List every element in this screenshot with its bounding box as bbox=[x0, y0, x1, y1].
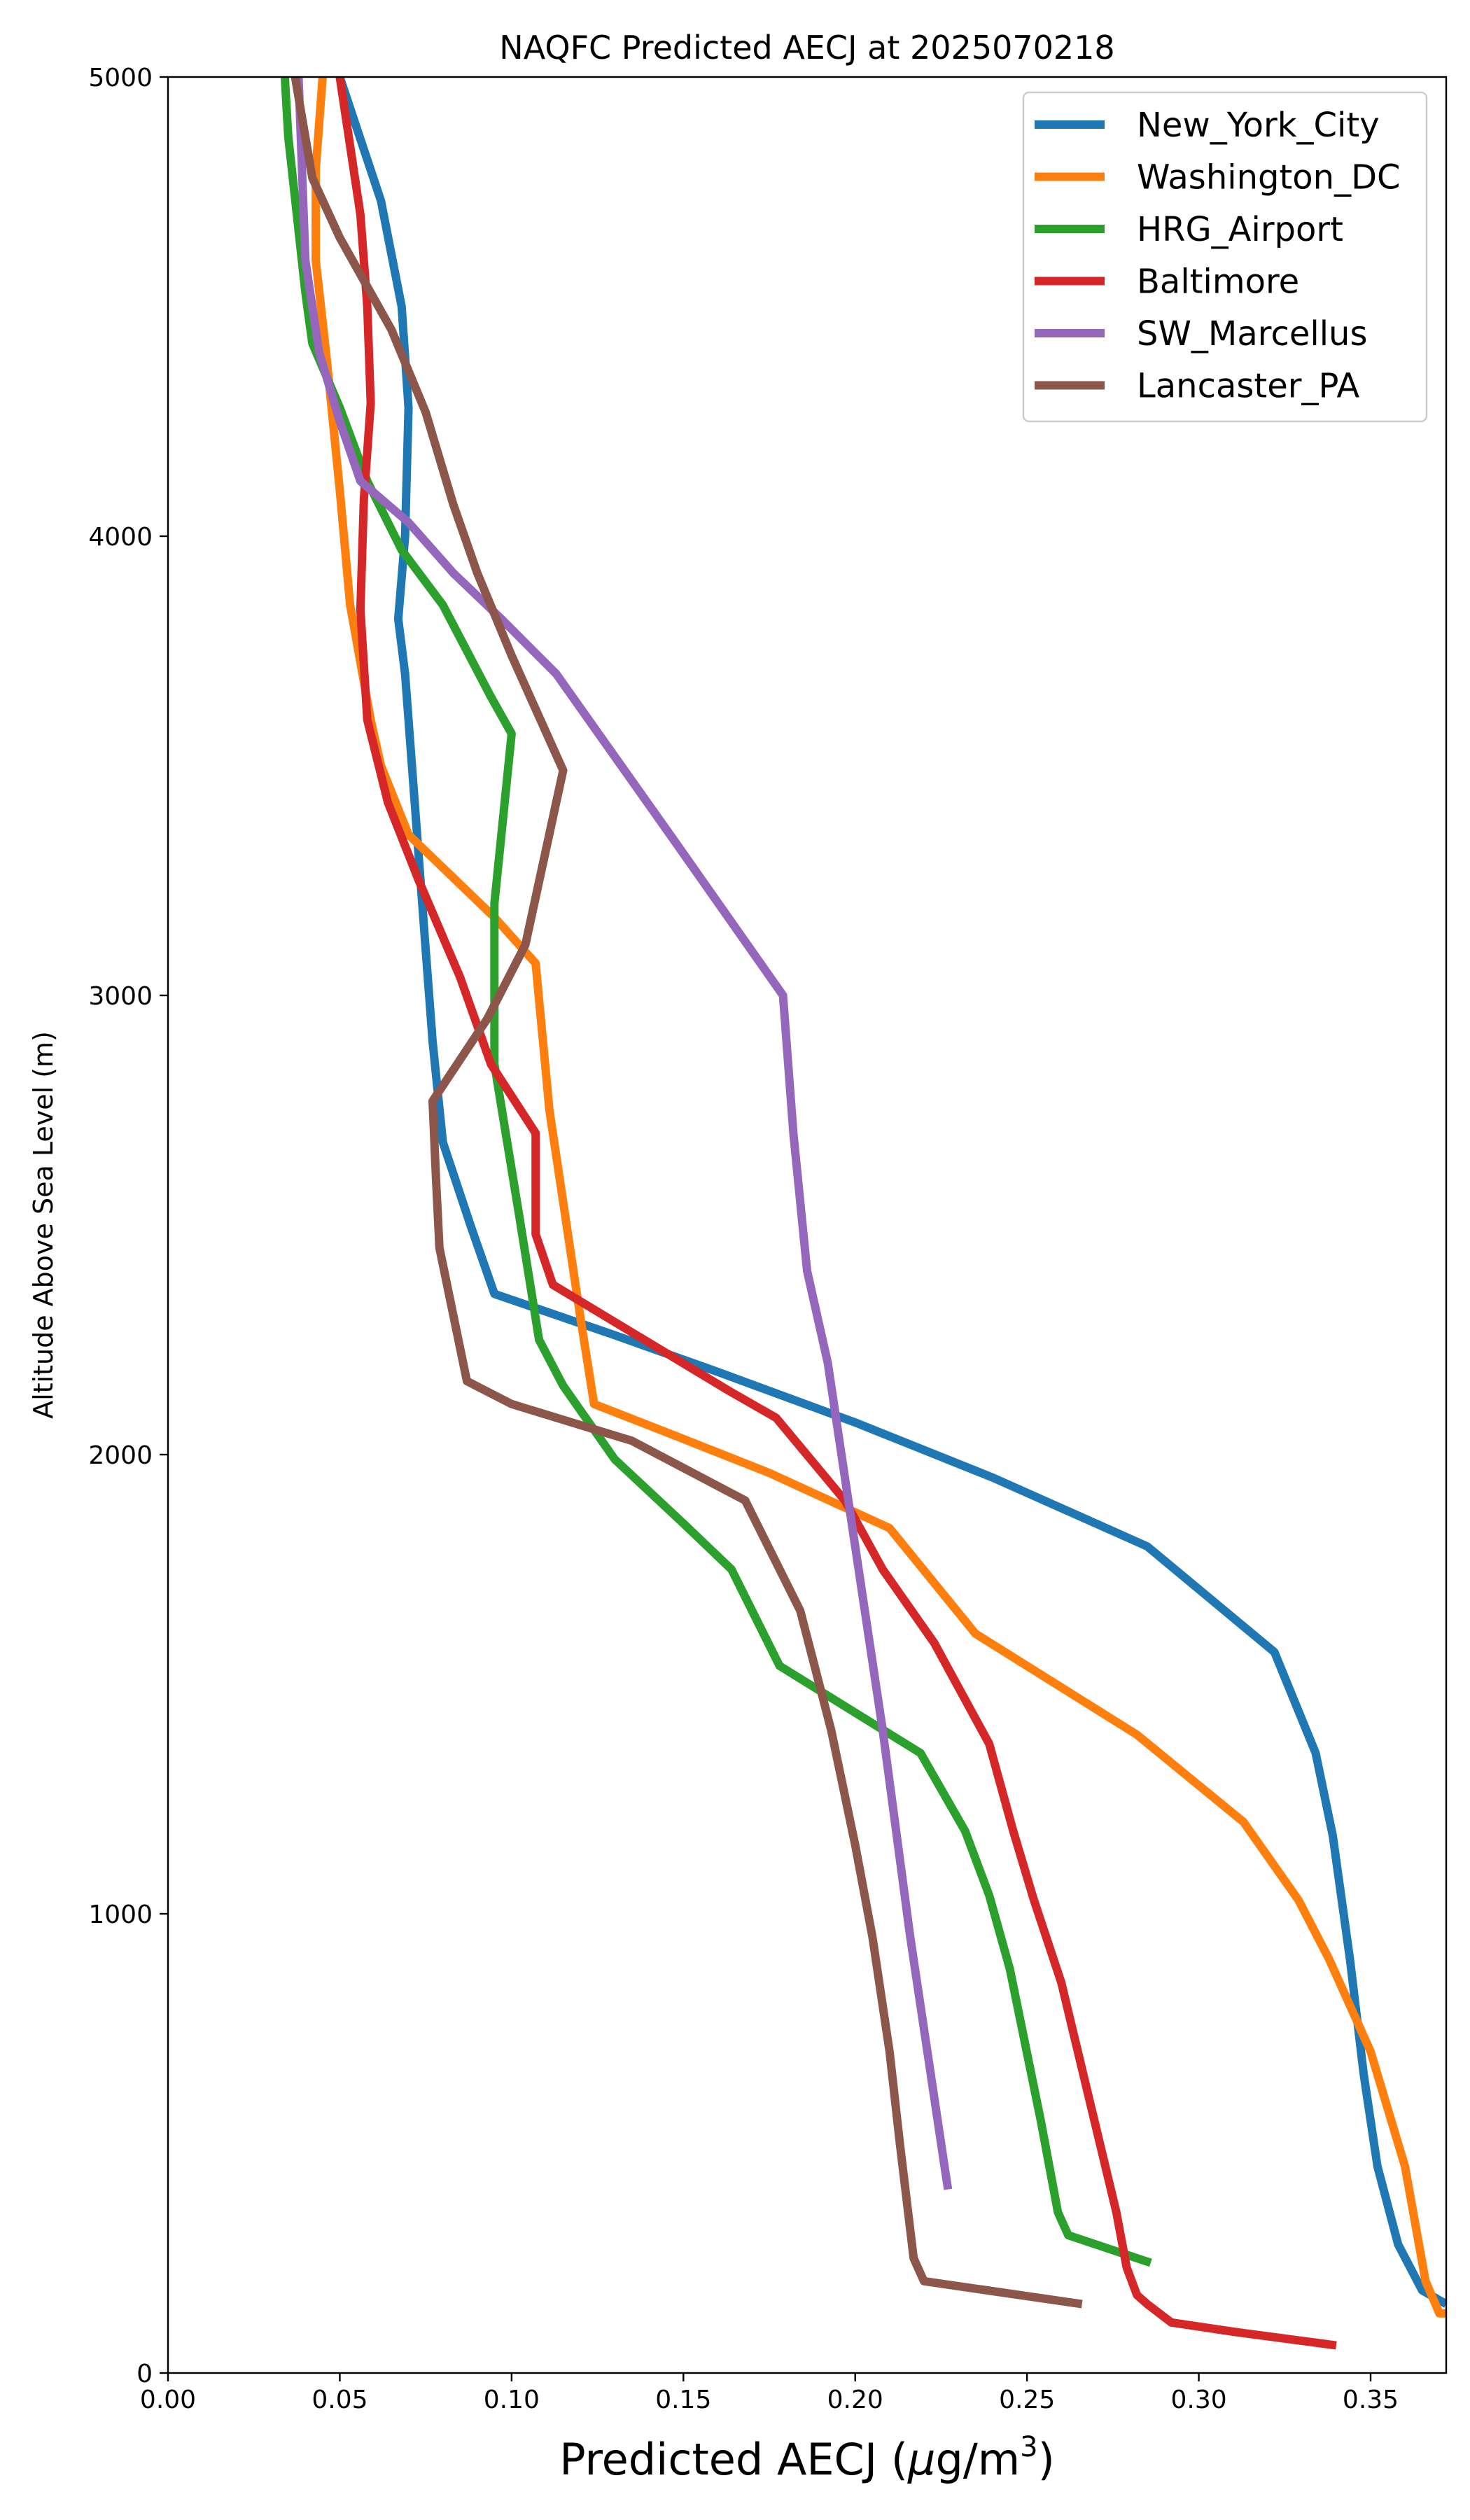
x-axis-label-mu: μ bbox=[907, 2434, 935, 2485]
series-line-hrg-airport bbox=[280, 77, 1152, 2267]
series-line-washington-dc bbox=[312, 77, 1446, 2318]
x-tick-label: 0.05 bbox=[312, 2386, 368, 2414]
x-axis: 0.00 0.05 0.10 0.15 0.20 0.25 0.30 0.35 bbox=[140, 2373, 1399, 2414]
y-axis: 0 1000 2000 3000 4000 5000 bbox=[88, 64, 168, 2388]
x-axis-label-superscript: 3 bbox=[1020, 2431, 1037, 2463]
plot-area bbox=[280, 77, 1446, 2350]
legend-label: SW_Marcellus bbox=[1137, 314, 1367, 354]
chart-title: NAQFC Predicted AECJ at 2025070218 bbox=[499, 29, 1114, 66]
legend-label: Baltimore bbox=[1137, 262, 1299, 302]
series-layer bbox=[280, 77, 1446, 2350]
series-line-sw-marcellus bbox=[294, 77, 953, 2190]
legend-label: HRG_Airport bbox=[1137, 210, 1343, 249]
plot-frame bbox=[167, 76, 1448, 2374]
x-tick-label: 0.15 bbox=[655, 2386, 711, 2414]
series-line-baltimore bbox=[335, 77, 1337, 2350]
y-tick-label: 5000 bbox=[88, 64, 153, 92]
legend-box bbox=[1022, 91, 1428, 423]
y-tick-label: 4000 bbox=[88, 523, 153, 552]
y-tick-label: 2000 bbox=[88, 1441, 153, 1470]
legend: New_York_City Washington_DC HRG_Airport Bal… bbox=[1022, 91, 1428, 423]
x-tick-label: 0.35 bbox=[1343, 2386, 1399, 2414]
legend-label: Lancaster_PA bbox=[1137, 367, 1359, 406]
x-axis-label: Predicted AECJ (μg/m3) bbox=[559, 2431, 1055, 2485]
x-tick-label: 0.30 bbox=[1171, 2386, 1227, 2414]
x-tick-label: 0.10 bbox=[484, 2386, 540, 2414]
x-tick-label: 0.20 bbox=[827, 2386, 883, 2414]
y-axis-label: Altitude Above Sea Level (m) bbox=[28, 1031, 59, 1419]
x-axis-label-main: Predicted AECJ ( bbox=[559, 2434, 908, 2485]
x-tick-label: 0.25 bbox=[999, 2386, 1055, 2414]
x-axis-label-close: ) bbox=[1038, 2434, 1055, 2485]
y-tick-label: 1000 bbox=[88, 1900, 153, 1929]
series-line-lancaster-pa bbox=[290, 77, 1083, 2309]
x-axis-label-unit: g/m bbox=[935, 2434, 1020, 2485]
legend-label: Washington_DC bbox=[1137, 158, 1401, 197]
y-tick-label: 3000 bbox=[88, 982, 153, 1011]
legend-label: New_York_City bbox=[1137, 106, 1380, 145]
x-tick-label: 0.00 bbox=[140, 2386, 196, 2414]
y-tick-label: 0 bbox=[136, 2360, 153, 2388]
